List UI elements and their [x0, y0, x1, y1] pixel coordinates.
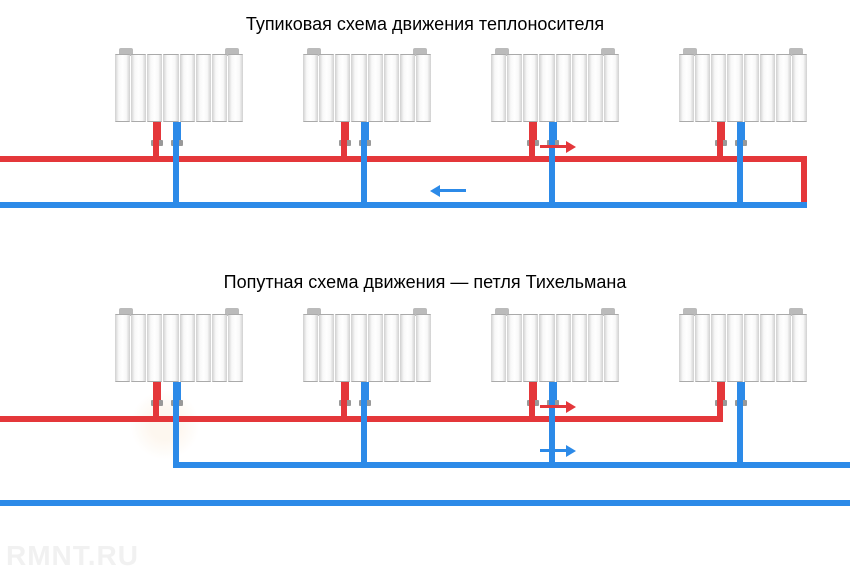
hot-riser	[529, 400, 535, 416]
cold-return-pipe	[0, 202, 807, 208]
hot-riser	[341, 140, 347, 156]
cold-riser	[549, 140, 555, 202]
cold-riser	[549, 400, 555, 462]
radiator	[491, 48, 619, 122]
watermark-text: RMNT.RU	[6, 540, 139, 572]
cold-riser	[173, 400, 179, 462]
cold-riser	[361, 400, 367, 462]
cold-return-pipe	[173, 462, 850, 468]
hot-supply-pipe	[0, 156, 807, 162]
end-drop	[801, 156, 807, 208]
radiator	[115, 48, 243, 122]
cold-riser	[737, 400, 743, 462]
hot-riser	[717, 400, 723, 416]
hot-riser	[717, 140, 723, 156]
radiator	[115, 308, 243, 382]
radiator	[303, 48, 431, 122]
watermark-logo	[130, 390, 200, 460]
radiator	[491, 308, 619, 382]
cold-riser	[737, 140, 743, 202]
title-bottom: Попутная схема движения — петля Тихельма…	[0, 272, 850, 293]
radiator	[679, 48, 807, 122]
title-top: Тупиковая схема движения теплоносителя	[0, 14, 850, 35]
cold-riser	[173, 140, 179, 202]
hot-riser	[153, 400, 159, 416]
hot-riser	[341, 400, 347, 416]
hot-riser	[529, 140, 535, 156]
radiator	[303, 308, 431, 382]
radiator	[679, 308, 807, 382]
cold-riser	[361, 140, 367, 202]
cold-return-pipe-2	[0, 500, 850, 506]
hot-riser	[153, 140, 159, 156]
